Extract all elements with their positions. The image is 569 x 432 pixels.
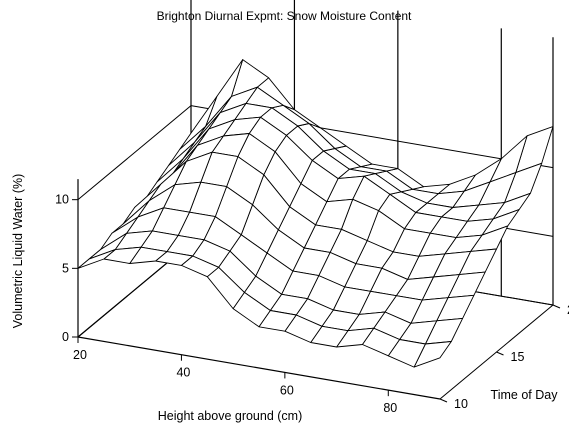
axis-ticks: 20 40 60 80 10 15 20 0 5 10 <box>55 193 569 415</box>
x-tick-label: 80 <box>383 401 397 415</box>
x-tick-label: 40 <box>176 366 190 380</box>
surface-mesh <box>77 59 554 368</box>
z-tick-label: 0 <box>62 330 69 344</box>
y-tick-mark <box>552 304 561 309</box>
y-tick-label: 15 <box>511 350 525 364</box>
surface-cell <box>77 249 116 269</box>
x-axis-title: Height above ground (cm) <box>158 409 303 423</box>
y-tick-label: 20 <box>567 303 569 317</box>
chart-title: Brighton Diurnal Expmt: Snow Moisture Co… <box>157 9 412 23</box>
z-axis-title: Volumetric Liquid Water (%) <box>11 174 25 328</box>
floor-front-edge <box>77 336 441 400</box>
z-tick-label: 5 <box>62 261 69 275</box>
y-axis-title: Time of Day <box>491 388 559 402</box>
z-tick-label: 10 <box>55 193 69 207</box>
x-tick-label: 60 <box>280 383 294 397</box>
x-tick-label: 20 <box>73 348 87 362</box>
y-tick-mark <box>439 398 448 403</box>
y-tick-mark <box>496 351 504 356</box>
y-tick-label: 10 <box>454 397 468 411</box>
left-wall-gridline <box>77 105 192 201</box>
